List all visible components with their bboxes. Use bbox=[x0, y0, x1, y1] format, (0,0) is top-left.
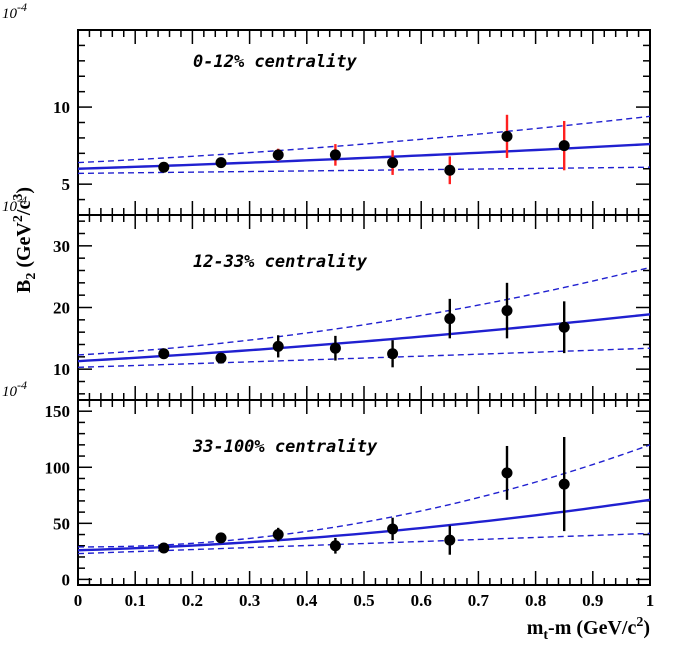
panel-3-fit-line bbox=[77, 498, 651, 552]
panel-3-scale-label: 10-4 bbox=[2, 378, 27, 400]
panel-2-data-point bbox=[329, 342, 341, 354]
x-tick-label: 0.1 bbox=[125, 591, 146, 610]
panel-2-scale-label: 10-4 bbox=[2, 193, 27, 215]
panel-3-band-upper bbox=[77, 444, 651, 548]
panel-3-data-point bbox=[387, 523, 399, 535]
x-tick-label: 0.2 bbox=[182, 591, 203, 610]
x-tick-label: 0.9 bbox=[582, 591, 603, 610]
panel-3-y-tick-label: 100 bbox=[45, 458, 71, 477]
panel-3-title: 33-100% centrality bbox=[192, 437, 378, 457]
panel-1-data-point bbox=[501, 130, 513, 142]
panel-3-data-point bbox=[329, 540, 341, 552]
panel-3-band-lower bbox=[77, 532, 651, 555]
panel-2-y-tick-label: 30 bbox=[53, 237, 70, 256]
panel-1-y-tick-label: 10 bbox=[53, 98, 70, 117]
panel-3-data-point bbox=[558, 478, 570, 490]
panel-1-data-point bbox=[272, 149, 284, 161]
panel-2-data-point bbox=[501, 305, 513, 317]
panel-1-data-point bbox=[444, 164, 456, 176]
panel-3-y-tick-label: 50 bbox=[53, 514, 70, 533]
panel-2-data-point bbox=[215, 352, 227, 364]
panel-3-data-point bbox=[158, 542, 170, 554]
panel-1-data-point bbox=[215, 157, 227, 169]
panel-2-y-tick-label: 10 bbox=[53, 360, 70, 379]
panel-3-y-tick-label: 150 bbox=[45, 402, 71, 421]
panel-2-data-point bbox=[387, 348, 399, 360]
panel-3-y-tick-label: 0 bbox=[62, 570, 71, 589]
panel-3-data-point bbox=[501, 467, 513, 479]
panel-2-data-point bbox=[272, 340, 284, 352]
panel-2-data-point bbox=[444, 313, 456, 325]
panel-3-data-point bbox=[215, 532, 227, 544]
x-tick-label: 0.3 bbox=[239, 591, 260, 610]
panel-2-y-tick-label: 20 bbox=[53, 299, 70, 318]
panel-2-band-upper bbox=[77, 266, 651, 356]
panel-1-data-point bbox=[558, 140, 570, 152]
x-tick-label: 0.6 bbox=[411, 591, 432, 610]
panel-2-data-point bbox=[558, 321, 570, 333]
panel-3-data-point bbox=[272, 529, 284, 541]
panel-1-band-lower bbox=[77, 166, 651, 175]
panel-1-data-point bbox=[387, 157, 399, 169]
x-tick-label: 0.7 bbox=[468, 591, 490, 610]
panel-2-band-lower bbox=[77, 347, 651, 369]
x-tick-label: 0.4 bbox=[296, 591, 318, 610]
x-tick-label: 1 bbox=[646, 591, 655, 610]
x-axis-title: mt-m (GeV/c2) bbox=[527, 615, 650, 643]
panel-1-y-tick-label: 5 bbox=[62, 175, 71, 194]
panel-1-fit-line bbox=[77, 142, 651, 170]
panel-1-band-upper bbox=[77, 115, 651, 164]
x-tick-label: 0.8 bbox=[525, 591, 546, 610]
y-axis-title: B2 (GeV2/c3) bbox=[11, 187, 39, 293]
panel-3-data-point bbox=[444, 534, 456, 546]
x-tick-label: 0.5 bbox=[353, 591, 374, 610]
panel-1-title: 0-12% centrality bbox=[193, 52, 358, 72]
panel-2-data-point bbox=[158, 348, 170, 360]
panel-1-data-point bbox=[329, 149, 341, 161]
panel-2-fit-line bbox=[77, 313, 651, 363]
x-tick-label: 0 bbox=[74, 591, 83, 610]
panel-1-data-point bbox=[158, 161, 170, 173]
panel-2-title: 12-33% centrality bbox=[193, 252, 368, 272]
panel-1-scale-label: 10-4 bbox=[2, 0, 27, 22]
